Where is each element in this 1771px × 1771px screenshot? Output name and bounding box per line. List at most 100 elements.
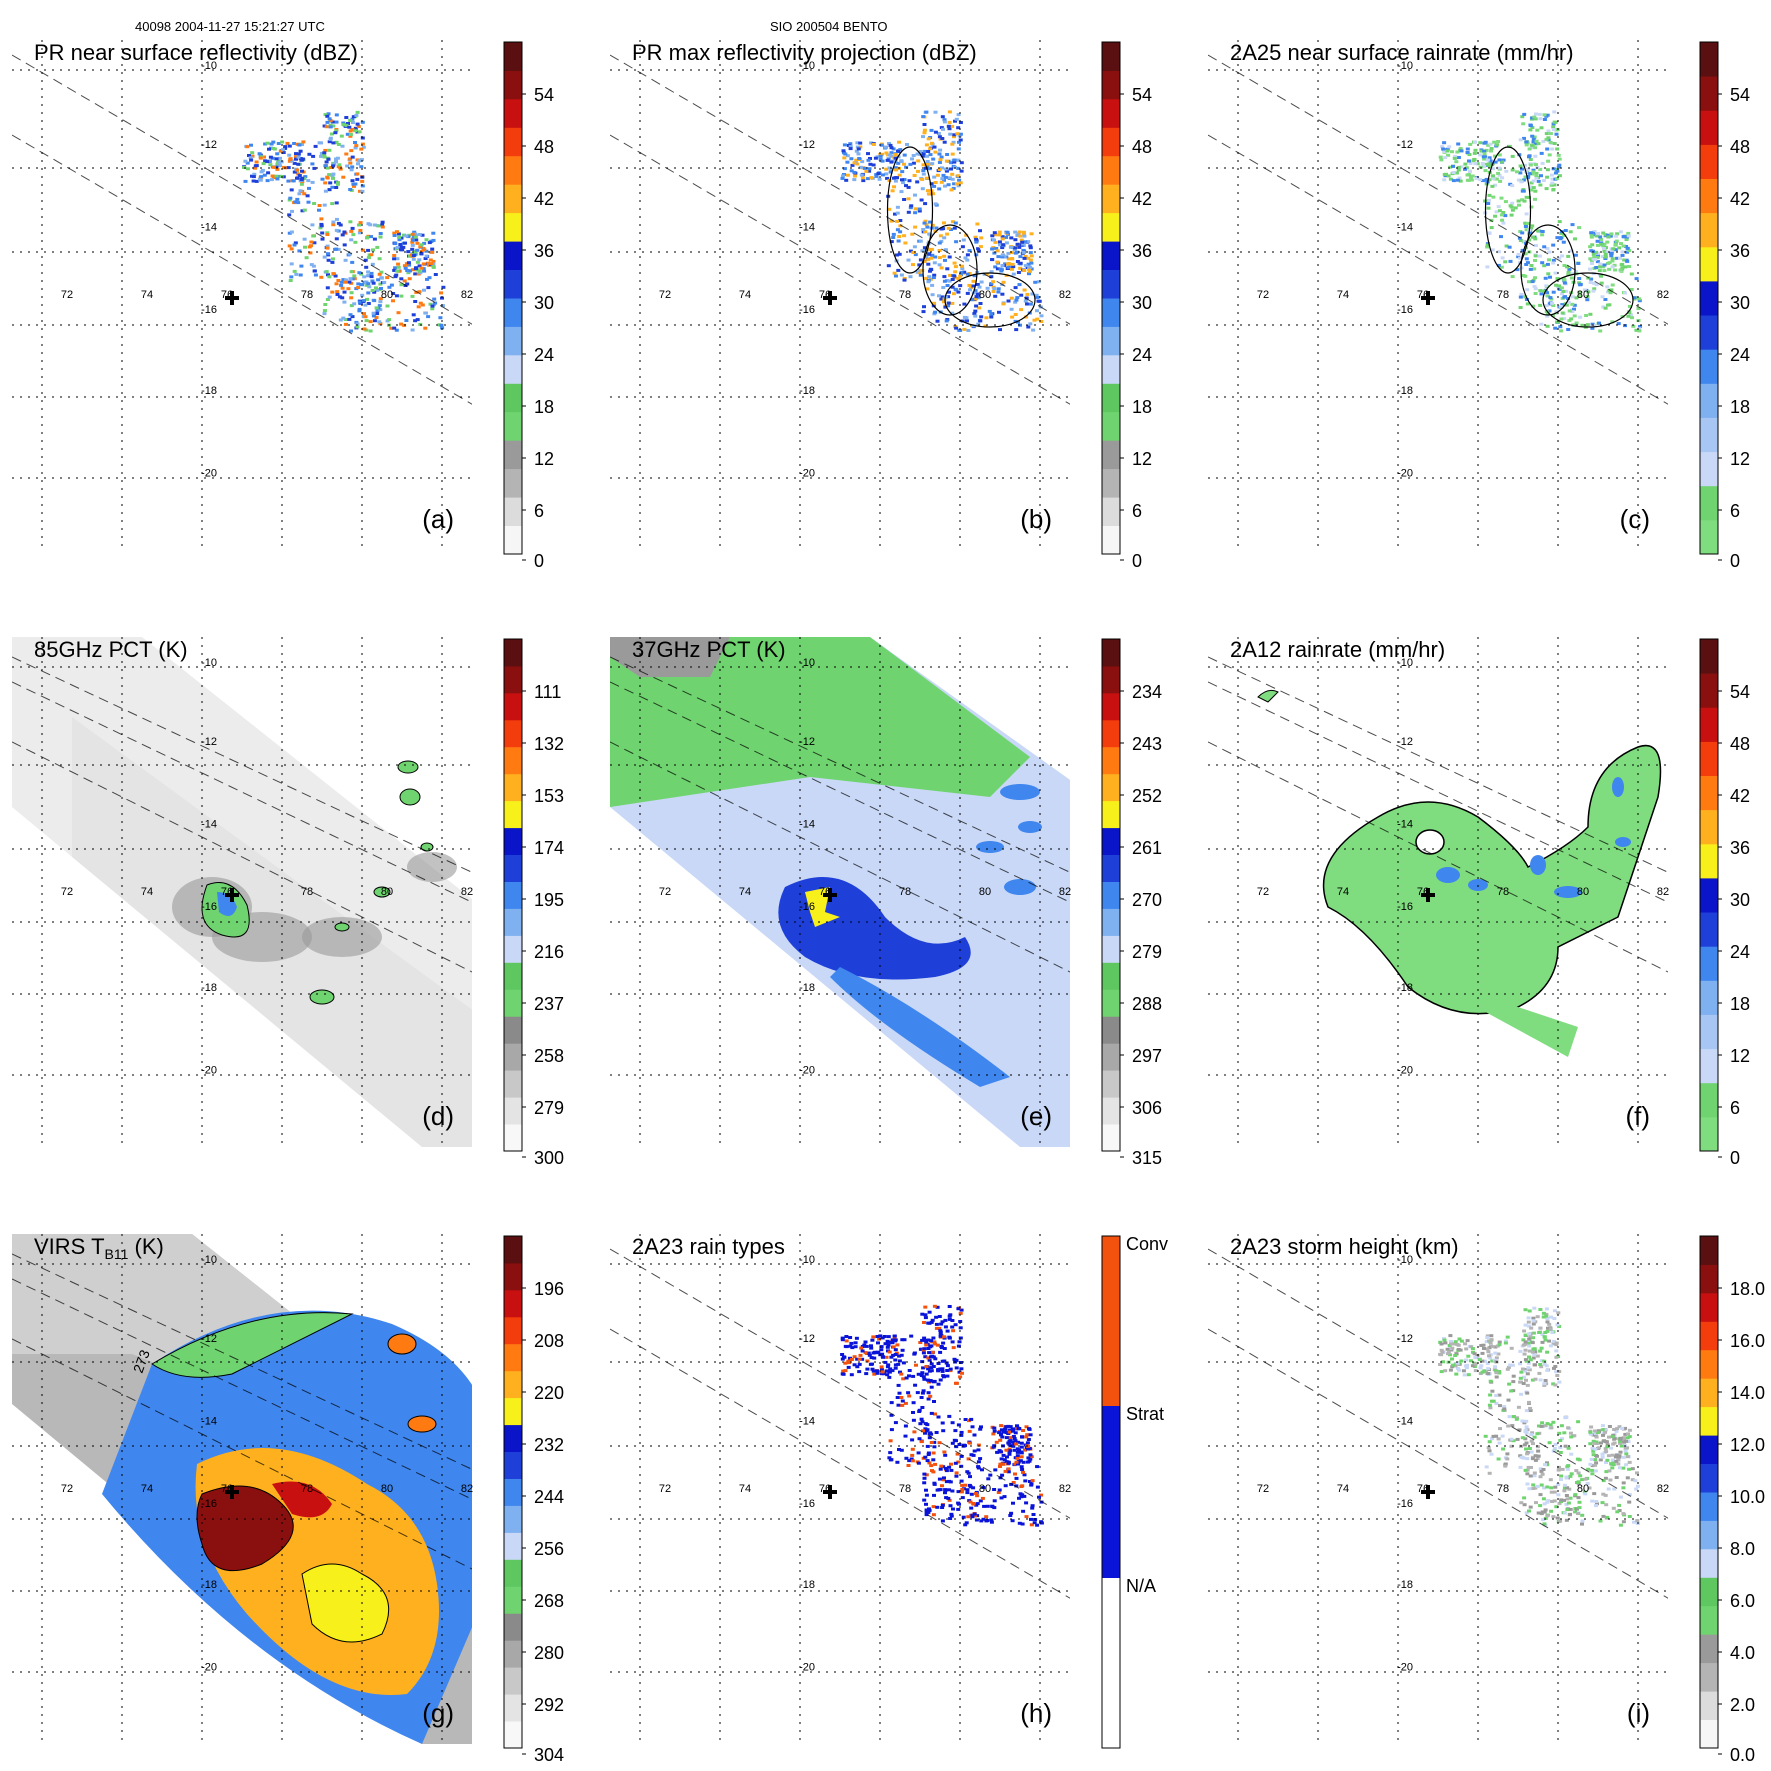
colorbar-segment (504, 525, 522, 555)
precip-pixel (1521, 1343, 1526, 1347)
precip-pixel (874, 173, 879, 177)
precip-pixel (353, 146, 358, 150)
precip-pixel (1625, 1476, 1630, 1480)
precip-pixel (959, 1430, 964, 1434)
precip-pixel (370, 289, 375, 292)
precip-pixel (1018, 261, 1023, 265)
precip-pixel (1493, 1351, 1498, 1355)
precip-pixel (1526, 1316, 1531, 1320)
colorbar-segment (1700, 1435, 1718, 1464)
precip-pixel (848, 144, 853, 148)
precip-pixel (1025, 302, 1029, 306)
precip-pixel (1457, 176, 1462, 180)
precip-pixel (922, 246, 927, 250)
precip-pixel (365, 297, 370, 301)
colorbar-tick-label: 30 (1730, 293, 1750, 313)
colorbar-segment (504, 383, 522, 413)
precip-pixel (364, 319, 369, 323)
precip-pixel (976, 249, 981, 253)
precip-pixel (849, 169, 854, 173)
precip-pixel (1588, 245, 1593, 249)
precip-pixel (944, 1496, 949, 1500)
precip-pixel (930, 1350, 935, 1354)
precip-pixel (1028, 322, 1033, 326)
precip-pixel (1529, 1439, 1534, 1443)
precip-pixel (268, 163, 273, 167)
lat-tick-label: -16 (1397, 901, 1413, 913)
precip-pixel (414, 290, 419, 294)
precip-pixel (341, 175, 346, 179)
precip-pixel (1019, 238, 1024, 242)
precip-pixel (975, 222, 980, 226)
colorbar-segment (504, 497, 522, 526)
colorbar-tick-label: 153 (534, 786, 564, 806)
precip-pixel (1522, 1496, 1527, 1500)
precip-pixel (340, 144, 345, 148)
precip-pixel (940, 1369, 945, 1373)
precip-pixel (1011, 1429, 1016, 1433)
precip-pixel (952, 261, 957, 265)
precip-pixel (1535, 1354, 1540, 1358)
precip-pixel (891, 147, 896, 151)
precip-pixel (430, 304, 435, 308)
precip-pixel (1489, 226, 1494, 230)
precip-pixel (897, 1359, 902, 1363)
precip-pixel (889, 1401, 894, 1405)
precip-pixel (974, 304, 979, 308)
precip-pixel (885, 1365, 890, 1369)
panel-i-map (1208, 1234, 1668, 1744)
precip-pixel (396, 262, 401, 266)
category-segment (1102, 1578, 1120, 1748)
precip-pixel (922, 1336, 927, 1340)
precip-pixel (978, 1499, 983, 1503)
precip-pixel (876, 1341, 880, 1345)
precip-pixel (431, 265, 436, 269)
swath-edge (12, 134, 472, 405)
precip-pixel (392, 257, 397, 261)
precip-pixel (874, 174, 879, 178)
precip-pixel (891, 1353, 896, 1357)
precip-pixel (954, 1471, 959, 1475)
precip-pixel (1481, 155, 1486, 159)
precip-pixel (344, 152, 349, 156)
precip-pixel (1545, 175, 1550, 179)
precip-pixel (1487, 1440, 1492, 1444)
precip-pixel (877, 1337, 882, 1341)
precip-pixel (1013, 1439, 1018, 1443)
precip-pixel (360, 179, 365, 183)
precip-pixel (353, 240, 358, 244)
precip-pixel (942, 120, 947, 124)
precip-pixel (326, 157, 331, 161)
precip-pixel (1554, 1505, 1559, 1509)
precip-pixel (1450, 150, 1454, 154)
precip-pixel (957, 1340, 962, 1344)
precip-pixel (342, 300, 347, 304)
precip-pixel (348, 220, 353, 224)
precip-pixel (391, 299, 395, 303)
precip-pixel (1499, 235, 1503, 239)
precip-pixel (931, 1336, 936, 1340)
colorbar-segment (504, 298, 522, 327)
precip-pixel (1439, 1342, 1444, 1346)
precip-pixel (1525, 1372, 1530, 1376)
precip-pixel (1507, 1415, 1512, 1419)
precip-pixel (1629, 272, 1634, 276)
precip-pixel (366, 270, 371, 274)
precip-pixel (944, 169, 949, 173)
precip-pixel (1442, 1337, 1446, 1341)
precip-pixel (378, 300, 383, 304)
lat-tick-label: -16 (799, 1498, 815, 1510)
precip-pixel (1004, 1448, 1009, 1452)
precip-pixel (882, 1335, 887, 1338)
precip-pixel (871, 1369, 876, 1373)
precip-pixel (941, 227, 946, 231)
precip-pixel (927, 1461, 932, 1465)
precip-pixel (1531, 1442, 1535, 1446)
precip-pixel (357, 130, 362, 134)
precip-pixel (931, 192, 936, 196)
precip-contour (1542, 272, 1634, 328)
precip-pixel (1610, 283, 1615, 287)
precip-pixel (370, 279, 375, 283)
precip-pixel (852, 170, 857, 174)
precip-pixel (288, 279, 293, 282)
